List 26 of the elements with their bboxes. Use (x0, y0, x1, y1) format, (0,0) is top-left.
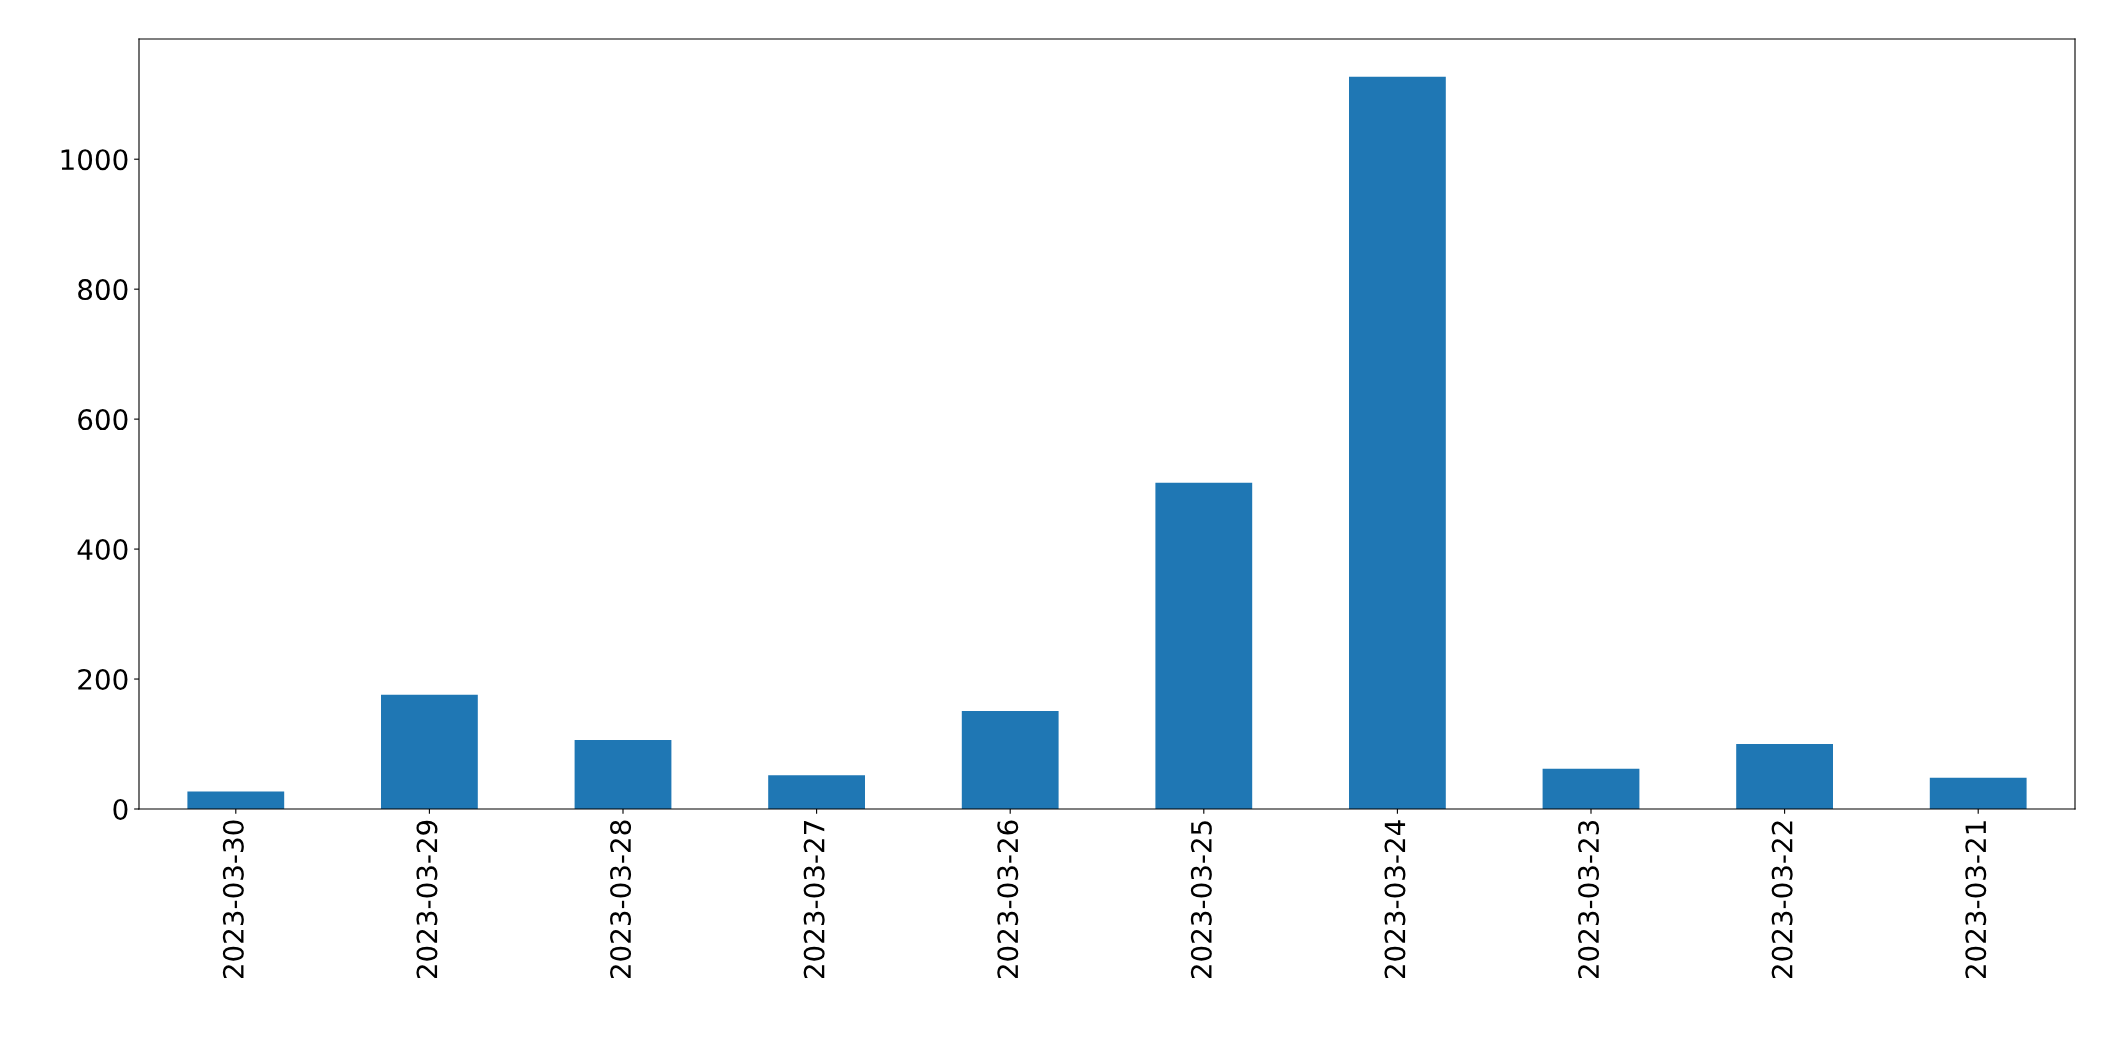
bar (1155, 482, 1253, 809)
bar (187, 791, 285, 809)
x-tick-label: 2023-03-21 (1965, 821, 1987, 979)
bar (574, 740, 672, 809)
x-tick-label: 2023-03-22 (1771, 821, 1793, 979)
bar (961, 710, 1059, 809)
x-tick-label: 2023-03-24 (1384, 820, 1406, 979)
bar (1929, 777, 2027, 809)
x-tick-label: 2023-03-26 (997, 820, 1019, 979)
y-tick-label: 800 (78, 279, 128, 301)
y-tick-label: 600 (78, 409, 128, 431)
x-tick-label: 2023-03-29 (416, 820, 438, 979)
bar (1736, 744, 1833, 809)
x-tick-label: 2023-03-27 (803, 821, 825, 979)
y-tick-label: 1000 (61, 149, 128, 171)
bar (1542, 768, 1640, 809)
x-tick-label: 2023-03-23 (1578, 820, 1600, 979)
bar (1349, 76, 1446, 809)
bar (768, 775, 865, 809)
y-tick-label: 200 (78, 668, 128, 690)
x-tick-label: 2023-03-30 (222, 820, 244, 979)
x-tick-label: 2023-03-25 (1190, 821, 1212, 979)
y-tick-label: 400 (77, 539, 128, 561)
y-tick-label: 0 (113, 798, 128, 820)
x-tick-label: 2023-03-28 (610, 820, 632, 979)
bar (381, 694, 478, 809)
